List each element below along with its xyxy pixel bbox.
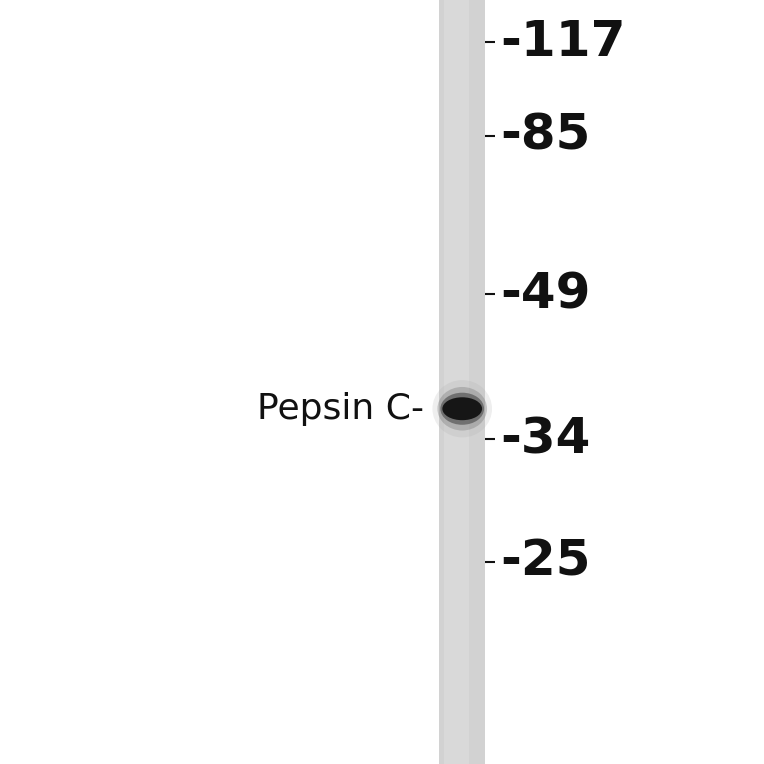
Text: -117: -117 [500, 18, 626, 66]
Bar [444, 0, 469, 764]
Text: -34: -34 [500, 416, 591, 463]
Bar [439, 0, 485, 764]
Text: -25: -25 [500, 538, 591, 585]
Ellipse shape [440, 393, 484, 425]
Ellipse shape [437, 387, 487, 431]
Text: -85: -85 [500, 112, 591, 160]
Ellipse shape [432, 380, 492, 437]
Ellipse shape [442, 397, 482, 420]
Text: Pepsin C-: Pepsin C- [257, 392, 424, 426]
Text: -49: -49 [500, 270, 591, 318]
